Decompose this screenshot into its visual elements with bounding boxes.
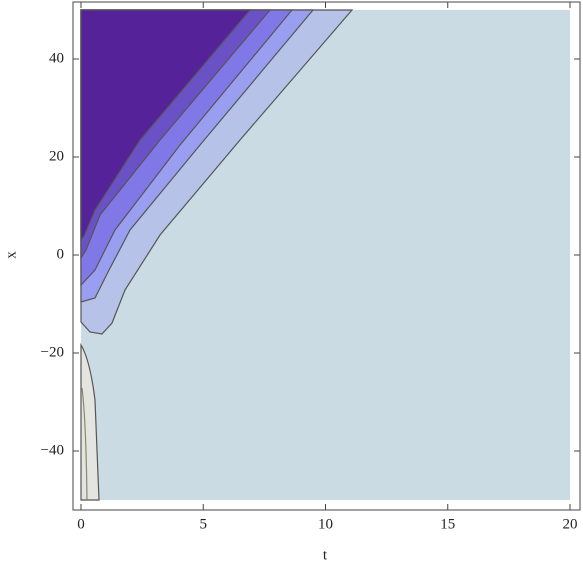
y-tick-label: −20 bbox=[41, 344, 64, 360]
x-tick-label: 20 bbox=[563, 516, 578, 532]
contour-region bbox=[80, 342, 100, 501]
contour-region bbox=[80, 9, 252, 242]
x-tick-label: 15 bbox=[440, 516, 455, 532]
x-tick-label: 0 bbox=[77, 516, 85, 532]
contour-line bbox=[81, 387, 88, 501]
y-tick-label: 0 bbox=[57, 246, 65, 262]
plot-frame bbox=[72, 1, 581, 511]
y-axis-label: x bbox=[3, 251, 19, 259]
y-tick-label: 40 bbox=[49, 50, 64, 66]
y-tick-label: 20 bbox=[49, 148, 64, 164]
x-tick-label: 5 bbox=[200, 516, 208, 532]
y-tick-label: −40 bbox=[41, 442, 64, 458]
x-tick-label: 10 bbox=[318, 516, 333, 532]
x-axis-label: t bbox=[323, 547, 328, 563]
